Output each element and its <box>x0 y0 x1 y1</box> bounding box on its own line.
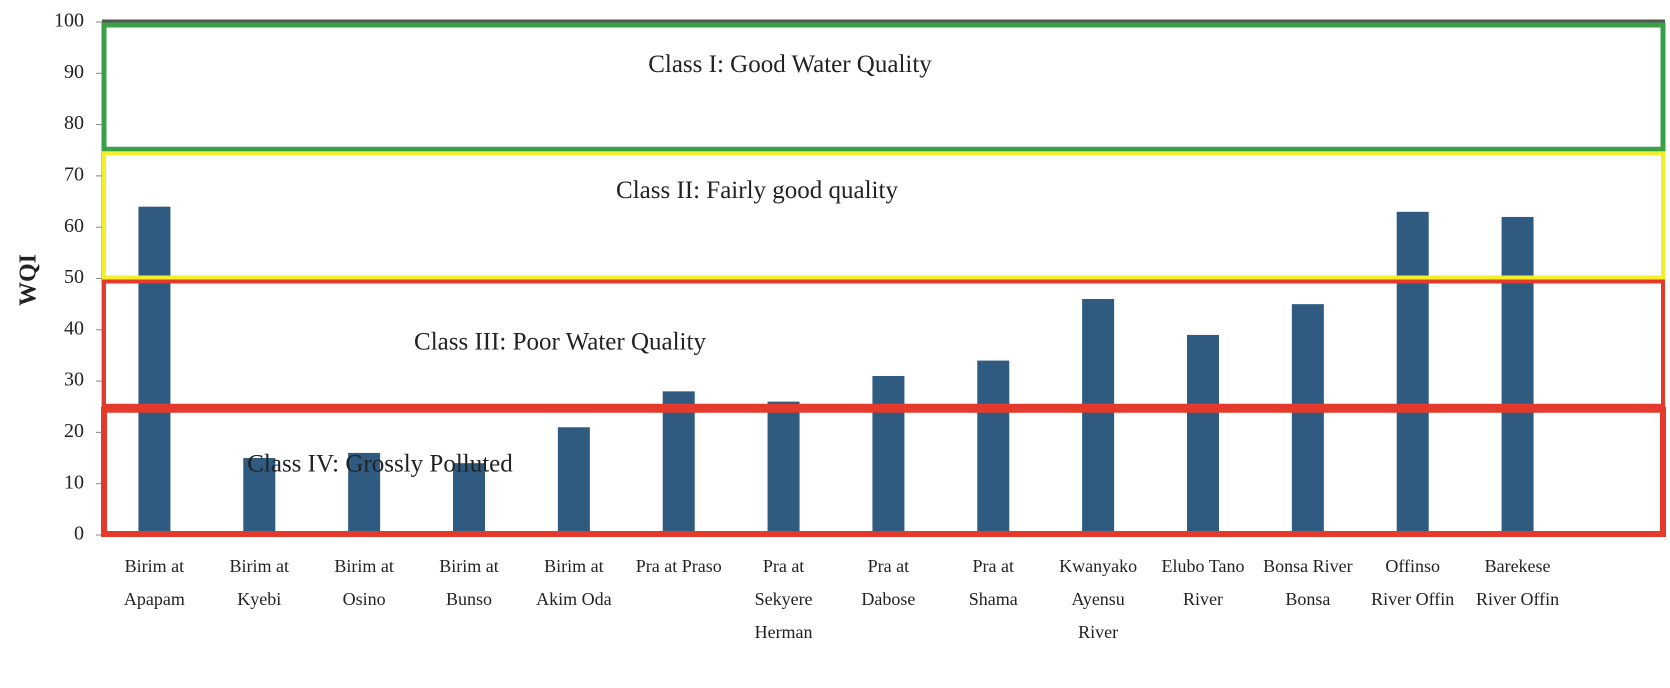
y-tick-label: 0 <box>74 523 84 545</box>
bar <box>662 391 695 535</box>
y-tick-label: 20 <box>64 420 84 442</box>
x-tick-label: River <box>1183 589 1223 609</box>
x-tick-label: Pra at <box>763 556 804 576</box>
class-band <box>102 151 1665 280</box>
class-label: Class I: Good Water Quality <box>648 51 932 78</box>
x-tick-label: Dabose <box>861 589 915 609</box>
x-tick-label: Birim at <box>544 556 604 576</box>
bar <box>348 452 381 535</box>
class-label: Class II: Fairly good quality <box>616 177 898 204</box>
x-tick-label: Akim Oda <box>536 589 612 609</box>
y-tick-label: 90 <box>64 61 84 83</box>
bar <box>138 206 171 535</box>
bar <box>1396 211 1429 535</box>
class-band <box>101 22 1666 152</box>
y-tick-label: 60 <box>64 215 84 237</box>
x-tick-label: Barekese <box>1485 556 1551 576</box>
x-tick-label: Pra at <box>868 556 909 576</box>
class-label: Class IV: Grossly Polluted <box>247 451 513 478</box>
x-tick-label: Bonsa <box>1285 589 1330 609</box>
x-tick-label: Birim at <box>439 556 499 576</box>
bar <box>1187 334 1219 535</box>
x-tick-label: Kwanyako <box>1059 556 1137 576</box>
bar <box>767 401 800 535</box>
bar <box>453 463 485 535</box>
x-tick-label: Bonsa River <box>1263 556 1353 576</box>
x-tick-label: River <box>1078 622 1118 642</box>
x-tick-label: Bunso <box>446 589 492 609</box>
x-tick-label: Shama <box>969 589 1018 609</box>
class-band <box>102 279 1665 408</box>
x-tick-label: River Offin <box>1371 589 1454 609</box>
x-tick-label: Birim at <box>230 556 290 576</box>
y-tick-label: 50 <box>64 266 84 288</box>
y-tick-label: 80 <box>64 112 84 134</box>
bar <box>1291 304 1324 535</box>
y-tick-label: 10 <box>64 471 84 493</box>
x-tick-label: Birim at <box>125 556 185 576</box>
x-tick-label: Elubo Tano <box>1162 556 1245 576</box>
y-axis-label: WQI <box>16 254 42 306</box>
x-tick-label: Herman <box>755 622 813 642</box>
y-tick-label: 70 <box>64 163 84 185</box>
x-tick-label: Birim at <box>334 556 394 576</box>
bar <box>557 427 590 535</box>
bar <box>977 360 1010 535</box>
x-tick-label: Pra at <box>973 556 1014 576</box>
x-tick-label: Sekyere <box>755 589 813 609</box>
x-tick-label: Offinso <box>1385 556 1440 576</box>
bar <box>1501 216 1534 535</box>
class-label: Class III: Poor Water Quality <box>414 328 706 355</box>
bar <box>1082 299 1115 535</box>
x-tick-label: Kyebi <box>237 589 281 609</box>
class-band <box>101 406 1666 537</box>
y-tick-label: 40 <box>64 317 84 339</box>
y-tick-label: 100 <box>54 10 84 32</box>
x-tick-label: Apapam <box>124 589 185 609</box>
x-tick-label: Pra at Praso <box>636 556 722 576</box>
y-tick-label: 30 <box>64 369 84 391</box>
x-tick-label: River Offin <box>1476 589 1559 609</box>
bar <box>243 458 276 535</box>
x-tick-label: Ayensu <box>1071 589 1124 609</box>
bar <box>872 375 905 535</box>
x-tick-label: Osino <box>343 589 386 609</box>
